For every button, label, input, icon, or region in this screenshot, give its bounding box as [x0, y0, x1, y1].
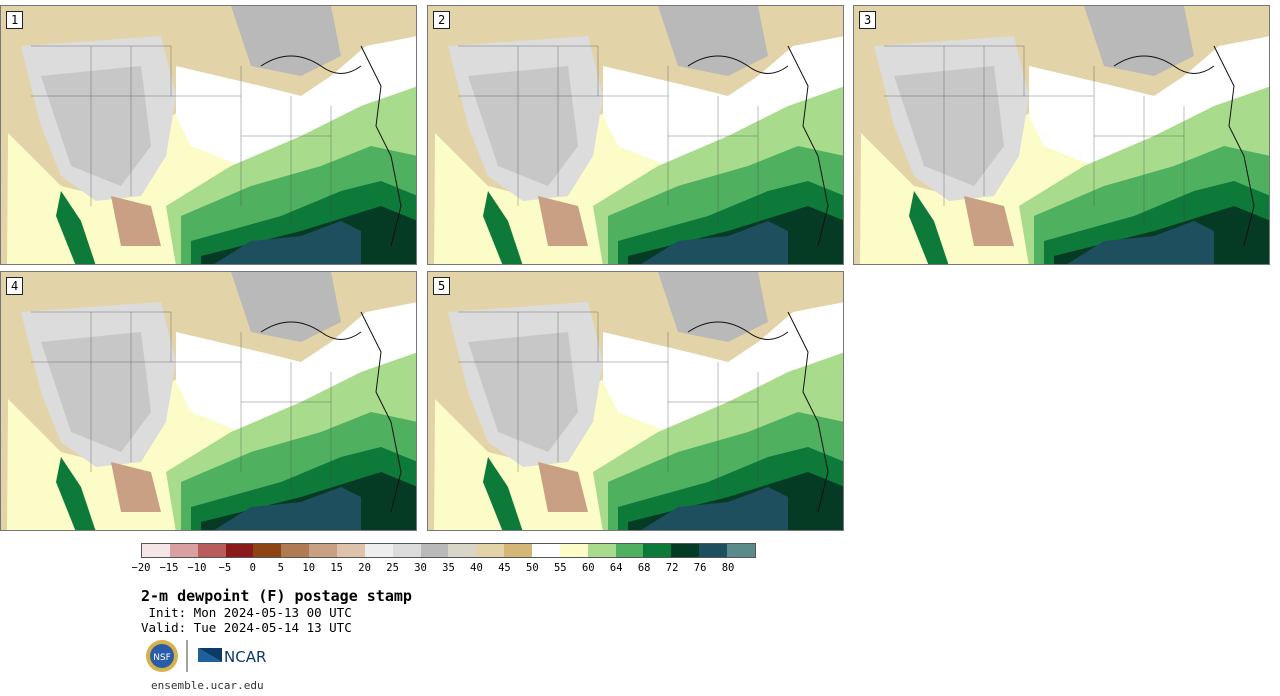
- map-panel-5: 5: [427, 271, 844, 531]
- colorbar-tick-label: 50: [526, 562, 539, 574]
- colorbar-swatch: [671, 544, 700, 557]
- colorbar-tick-label: 20: [358, 562, 371, 574]
- ncar-logo-text: NCAR: [224, 648, 266, 666]
- colorbar-tick-label: 10: [302, 562, 316, 574]
- colorbar-swatch: [615, 544, 644, 557]
- colorbar-tick-label: −15: [159, 562, 179, 574]
- colorbar: [141, 543, 756, 558]
- colorbar-swatch: [197, 544, 226, 557]
- chart-title: 2-m dewpoint (F) postage stamp: [141, 587, 412, 605]
- colorbar-swatch: [337, 544, 365, 557]
- map-panel-2: 2: [427, 5, 844, 265]
- colorbar-tick-label: 15: [330, 562, 343, 574]
- colorbar-swatch: [142, 544, 170, 557]
- colorbar-tick-label: 55: [553, 562, 567, 574]
- colorbar-tick-label: 76: [693, 562, 707, 574]
- colorbar-tick-label: 68: [637, 562, 651, 574]
- colorbar-swatch: [643, 544, 672, 557]
- panel-label: 5: [433, 277, 451, 295]
- panel-label: 3: [859, 11, 877, 29]
- colorbar-swatch: [448, 544, 477, 557]
- colorbar-swatch: [727, 544, 755, 557]
- colorbar-tick-label: 35: [442, 562, 455, 574]
- ncar-logo: NCAR: [198, 648, 266, 666]
- nsf-logo: NSF: [146, 640, 178, 672]
- colorbar-swatch: [169, 544, 198, 557]
- colorbar-swatch: [476, 544, 505, 557]
- colorbar-tick-label: 25: [386, 562, 399, 574]
- colorbar-ticks: −20 −15 −10 −5 0 5 10 15 20 25 30 35 40 45 50 55 60 64 68 7…: [132, 562, 756, 576]
- colorbar-swatch: [532, 544, 560, 557]
- colorbar-tick-label: 60: [581, 562, 595, 574]
- colorbar-swatch: [420, 544, 449, 557]
- colorbar-tick-label: 40: [470, 562, 483, 574]
- colorbar-tick-label: 30: [414, 562, 427, 574]
- nsf-logo-text: NSF: [153, 653, 171, 663]
- colorbar-tick-label: 0: [249, 562, 256, 574]
- colorbar-tick-label: 80: [721, 562, 735, 574]
- map-panel-3: 3: [853, 5, 1270, 265]
- map-panel-1: 1: [0, 5, 417, 265]
- colorbar-swatch: [392, 544, 421, 557]
- colorbar-swatch: [587, 544, 616, 557]
- colorbar-tick-label: −10: [187, 562, 207, 574]
- panel-label: 4: [6, 277, 24, 295]
- site-url[interactable]: ensemble.ucar.edu: [151, 679, 264, 692]
- colorbar-tick-label: 72: [665, 562, 679, 574]
- panel-label: 2: [433, 11, 451, 29]
- colorbar-swatch: [699, 544, 728, 557]
- valid-time: Valid: Tue 2024-05-14 13 UTC: [141, 620, 352, 635]
- colorbar-swatch: [281, 544, 310, 557]
- colorbar-swatch: [225, 544, 254, 557]
- colorbar-tick-label: −20: [131, 562, 151, 574]
- panel-label: 1: [6, 11, 24, 29]
- colorbar-tick-label: 45: [498, 562, 511, 574]
- init-time: Init: Mon 2024-05-13 00 UTC: [141, 605, 352, 620]
- colorbar-swatch: [309, 544, 338, 557]
- logos: NSF NCAR: [145, 638, 275, 674]
- colorbar-tick-label: 64: [609, 562, 623, 574]
- colorbar-tick-label: −5: [218, 562, 232, 574]
- map-panel-4: 4: [0, 271, 417, 531]
- colorbar-swatch: [253, 544, 282, 557]
- colorbar-swatch: [364, 544, 393, 557]
- colorbar-swatch: [504, 544, 533, 557]
- colorbar-tick-label: 5: [277, 562, 284, 574]
- colorbar-swatch: [559, 544, 588, 557]
